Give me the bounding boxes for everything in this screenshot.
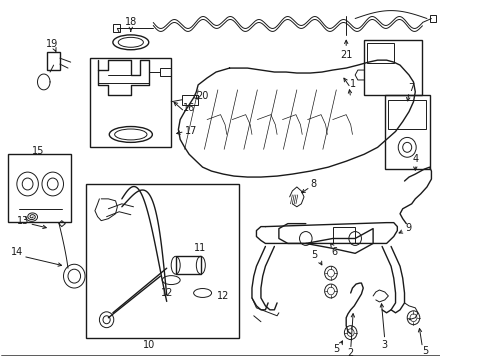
Text: 18: 18: [124, 18, 137, 27]
Bar: [429, 14, 435, 22]
Bar: [366, 43, 393, 63]
Text: 3: 3: [381, 339, 387, 350]
Text: 1: 1: [349, 79, 356, 89]
Text: 16: 16: [183, 103, 195, 113]
Text: 19: 19: [45, 39, 58, 49]
Text: 14: 14: [11, 247, 23, 257]
Bar: [364, 40, 422, 95]
Text: 5: 5: [421, 346, 427, 356]
Text: 4: 4: [411, 154, 418, 164]
Text: 2: 2: [347, 348, 353, 359]
Bar: [47, 52, 60, 70]
Bar: [387, 100, 425, 130]
Text: 9: 9: [404, 222, 410, 233]
Text: 8: 8: [309, 179, 315, 189]
Bar: [8, 154, 71, 222]
Text: 6: 6: [331, 247, 337, 257]
Text: 13: 13: [17, 216, 29, 226]
Bar: [113, 24, 120, 32]
Text: 5: 5: [332, 345, 339, 355]
Text: 15: 15: [32, 146, 44, 156]
Text: 17: 17: [184, 126, 197, 136]
Text: 11: 11: [193, 243, 205, 253]
Text: 12: 12: [160, 288, 173, 298]
Bar: [86, 184, 238, 338]
Bar: [332, 226, 354, 243]
Text: 21: 21: [339, 50, 352, 60]
Text: 12: 12: [217, 291, 229, 301]
Bar: [160, 68, 171, 76]
Text: 5: 5: [311, 250, 317, 260]
Bar: [384, 95, 429, 169]
Text: 20: 20: [196, 91, 208, 101]
Bar: [175, 256, 201, 274]
Text: 7: 7: [408, 83, 414, 93]
Bar: [90, 58, 171, 147]
Text: 10: 10: [142, 341, 155, 351]
Bar: [182, 95, 198, 105]
